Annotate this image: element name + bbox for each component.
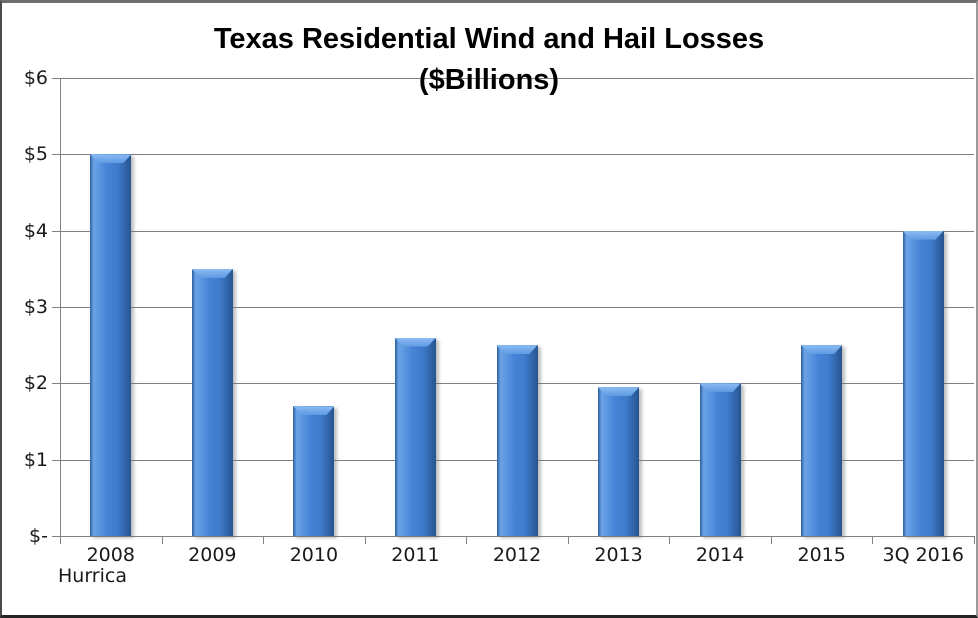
x-axis-tick (770, 536, 772, 544)
x-axis-label-2012: 2012 (492, 544, 542, 566)
bar-2012 (496, 345, 538, 536)
x-axis-tick (669, 536, 671, 544)
x-axis-label-2008: 2008 (86, 544, 135, 566)
x-axis-label-2011: 2011 (391, 544, 440, 566)
y-axis-label-2: $2 (23, 372, 48, 395)
x-axis-label-2014: 2014 (695, 544, 745, 566)
x-axis-label-3Q-2016: 3Q 2016 (882, 544, 964, 566)
x-axis-tick (974, 536, 975, 544)
gridline-5 (52, 154, 974, 156)
bar-2013 (598, 387, 640, 536)
x-axis-tick (263, 536, 265, 544)
plot-area (52, 78, 975, 544)
gridline-3 (52, 307, 974, 308)
annotation-hurricane: Hurrica (58, 565, 127, 587)
x-axis-tick (872, 536, 874, 544)
bar-2015 (801, 345, 843, 536)
bar-2009 (191, 268, 233, 536)
bar-2008 (90, 154, 132, 536)
chart-title: Texas Residential Wind and Hail Losses (213, 23, 765, 55)
x-axis-tick (567, 536, 569, 544)
gridline-4 (52, 230, 974, 232)
x-axis-line (52, 536, 974, 537)
x-axis-label-2013: 2013 (594, 544, 643, 566)
x-axis-tick (161, 536, 163, 544)
x-axis-label-2010: 2010 (289, 544, 339, 566)
bar-2011 (394, 337, 436, 536)
y-axis-line (60, 78, 61, 536)
y-axis-label-1: $1 (23, 448, 48, 471)
bar-2014 (699, 383, 741, 536)
x-axis-tick (364, 536, 366, 544)
x-axis-tick (60, 536, 61, 544)
y-axis-label-5: $5 (23, 143, 48, 166)
bar-3Q-2016 (902, 230, 944, 536)
bar-2010 (293, 406, 335, 536)
y-axis-label-4: $4 (23, 219, 48, 242)
y-axis-label-6: $6 (23, 67, 48, 89)
y-axis-label-3: $3 (23, 296, 48, 318)
gridline-6 (52, 78, 974, 79)
x-axis-tick (466, 536, 468, 544)
y-axis-label--: $- (29, 525, 48, 547)
x-axis-label-2015: 2015 (797, 544, 846, 566)
x-axis-label-2009: 2009 (188, 544, 237, 566)
